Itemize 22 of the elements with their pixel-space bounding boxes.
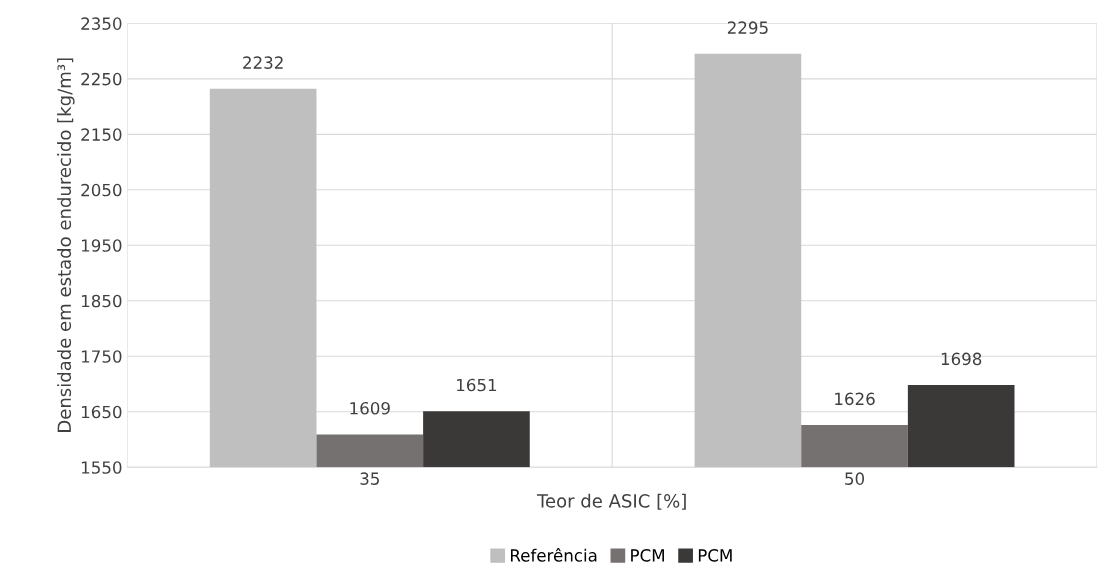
data-label: 1609 — [350, 401, 390, 415]
x-tick-label: 35 — [360, 472, 379, 485]
data-label: 1651 — [457, 378, 497, 392]
y-axis-title: Densidade em estado endurecido [kg/m³] — [57, 58, 75, 432]
y-tick-label: 1750 — [81, 350, 122, 363]
y-tick-label: 1850 — [81, 294, 122, 308]
y-tick-label: 2050 — [81, 183, 122, 197]
y-tick-label: 1550 — [81, 461, 122, 474]
legend-label: PCM — [631, 549, 664, 562]
x-axis-title: Teor de ASIC [%] — [536, 493, 686, 510]
y-tick-label: 2250 — [81, 72, 122, 86]
y-tick-label: 1650 — [81, 405, 122, 419]
data-label: 2232 — [243, 56, 283, 69]
data-label: 1626 — [835, 392, 875, 406]
y-tick-label: 2350 — [81, 17, 122, 30]
data-label: 2295 — [727, 21, 768, 34]
y-tick-label: 2150 — [81, 128, 122, 141]
legend-label: Referência — [510, 548, 597, 562]
x-tick-label: 50 — [845, 472, 865, 485]
legend-label: PCM — [698, 549, 732, 562]
y-tick-label: 1950 — [81, 239, 122, 252]
data-label: 1698 — [941, 352, 982, 366]
